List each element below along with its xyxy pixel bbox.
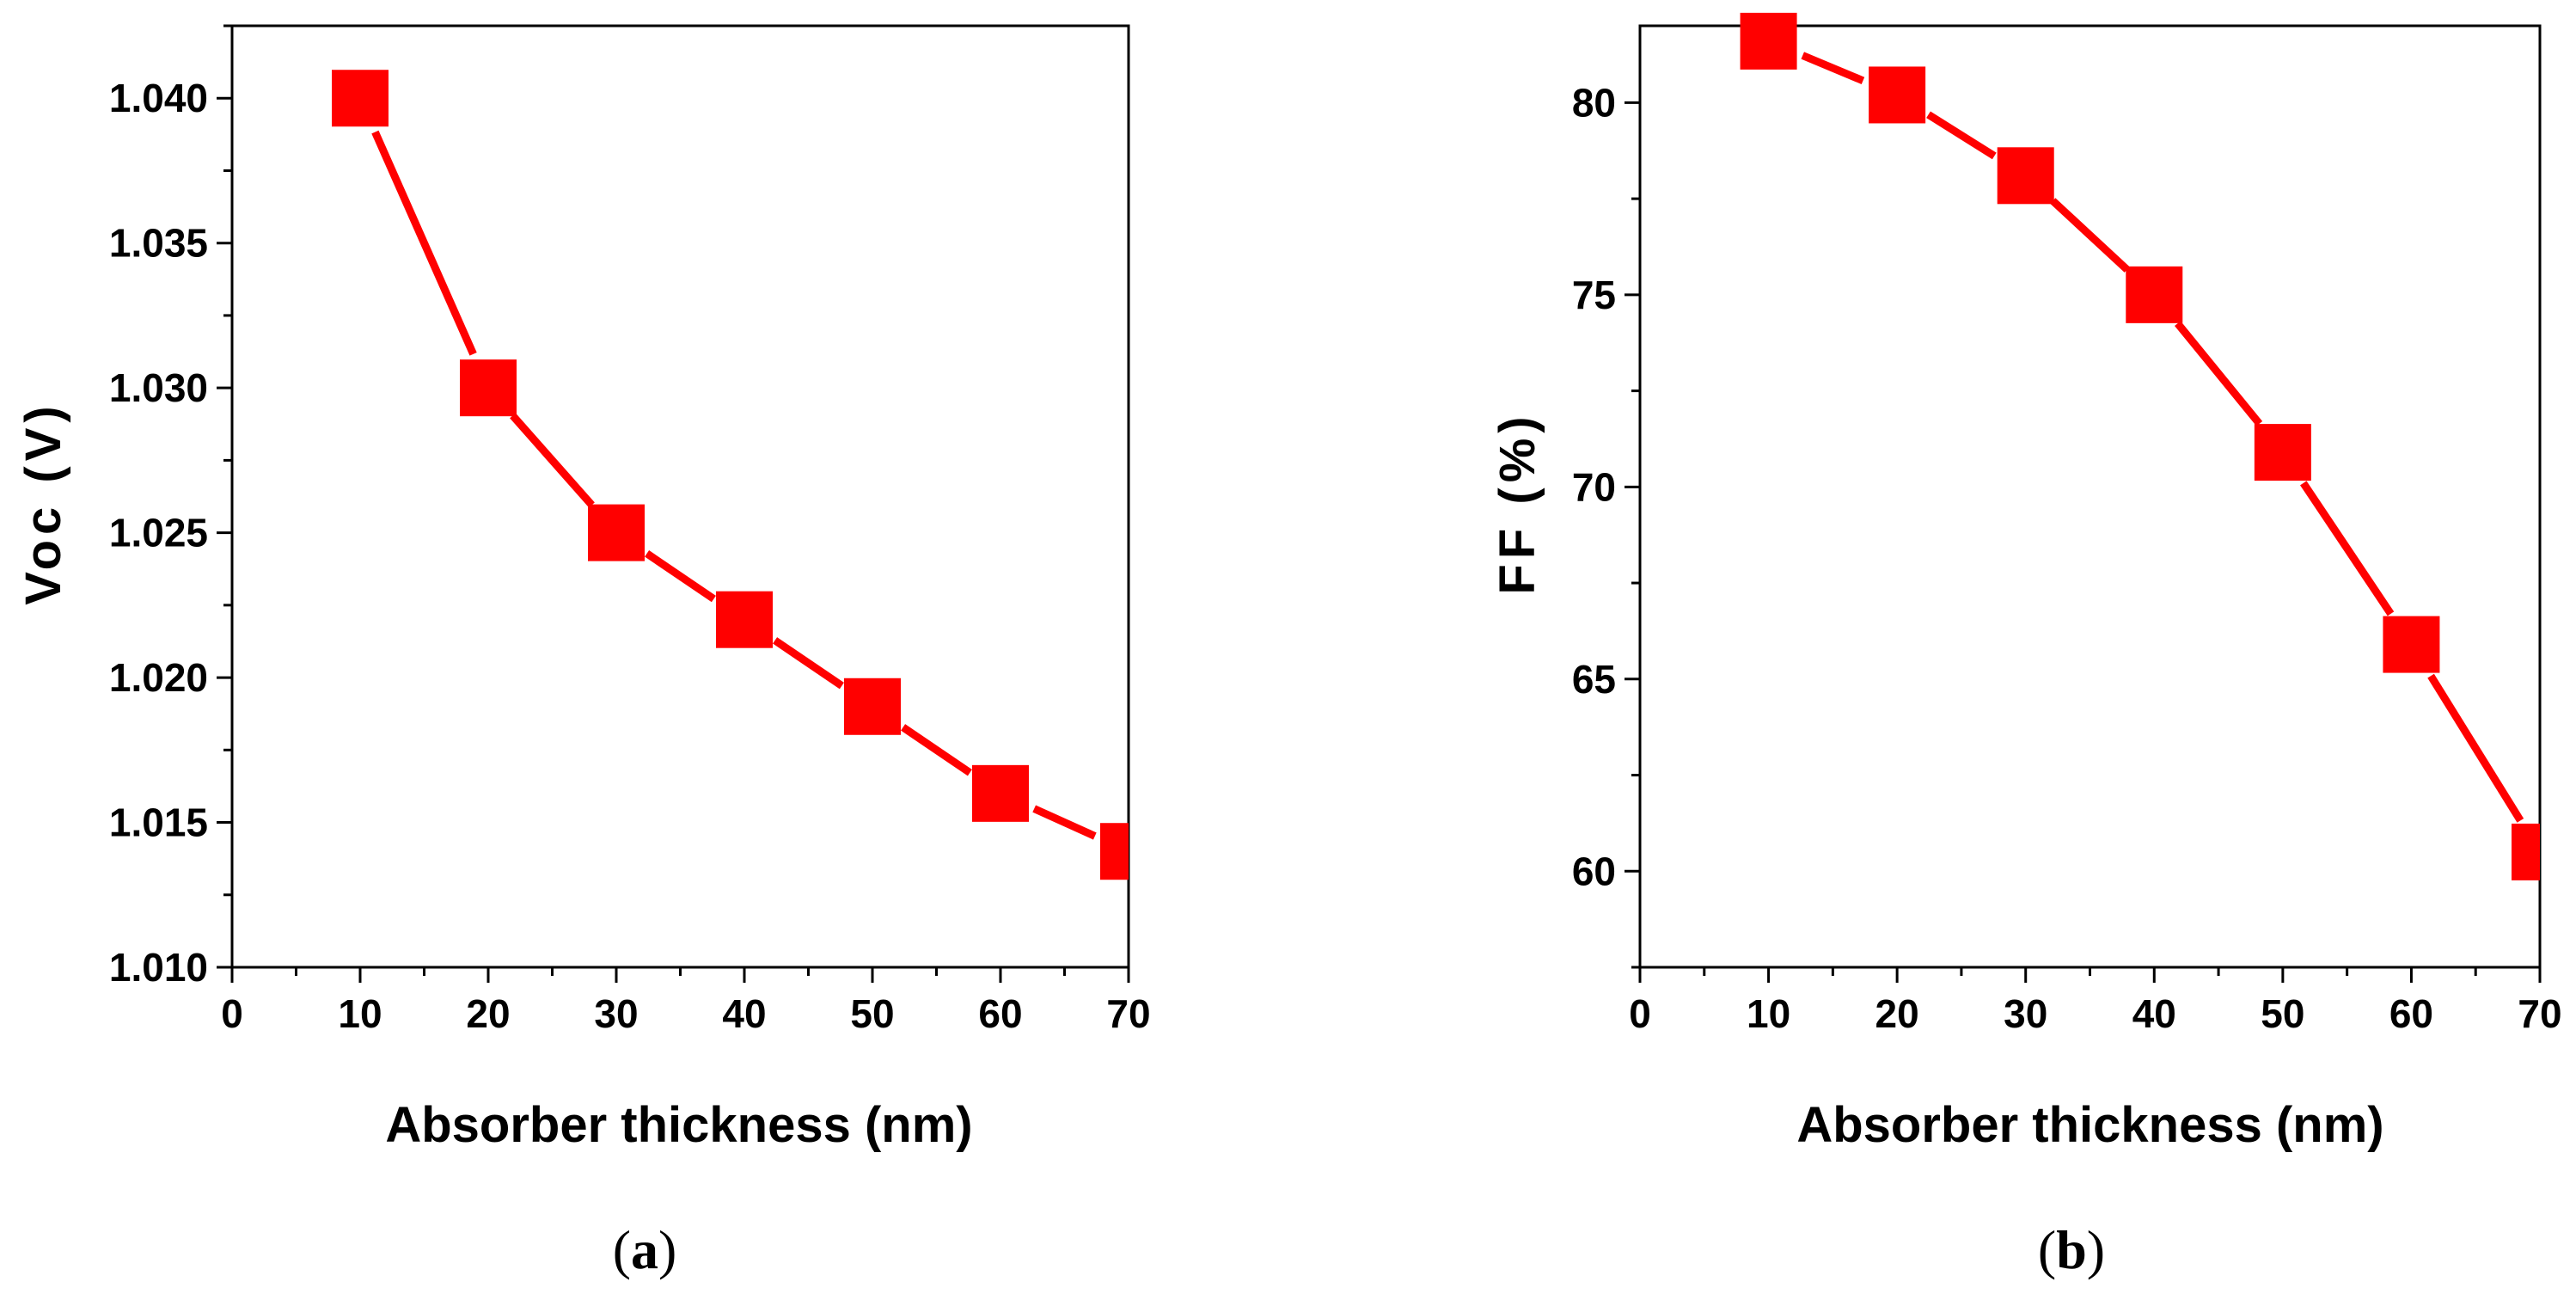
chart-panel-a: Voc (V) Absorber thickness (nm) 0 10 20 30 4… [15,24,1151,1280]
panel-a-y-tick-label: 1.010 [109,945,208,990]
panel-a-y-tick-label: 1.025 [109,511,208,555]
panel-b-x-tick-label: 70 [2518,991,2561,1036]
panel-a-x-tick-label: 20 [466,991,510,1036]
panel-b-series-line-segment [1926,111,1997,160]
panel-b-plot-frame [1638,24,2542,969]
panel-b-x-axis-title: Absorber thickness (nm) [1796,1097,2383,1153]
panel-b-plot-area: 0 10 20 30 40 50 60 70 60 65 70 75 80 [1572,12,2562,1036]
panel-a-data-point [972,764,1029,822]
panel-b-x-tick-label: 30 [2004,991,2047,1036]
panel-a-data-point [716,591,773,648]
panel-b-data-point [1869,66,1926,124]
panel-b-data-point [2126,266,2183,323]
panel-a-x-tick-label: 30 [594,991,638,1036]
panel-b-data-point [2383,616,2440,673]
panel-b-data-point [2254,424,2311,481]
panel-b-y-tick-label: 60 [1572,849,1616,893]
panel-b-x-tick-label: 60 [2389,991,2433,1036]
panel-b-caption: (b) [2038,1219,2105,1280]
panel-a-y-tick-label: 1.015 [109,800,208,845]
panel-b-series-line-segment [2427,673,2524,823]
panel-b-x-tick-label: 10 [1747,991,1790,1036]
panel-a-x-tick-label: 40 [722,991,766,1036]
panel-a-data-point [844,678,901,735]
panel-b-data-point [1997,147,2054,205]
panel-b-x-tick-label: 0 [1629,991,1651,1036]
panel-a-y-tick-label: 1.020 [109,655,208,700]
panel-a-x-tick-label: 10 [338,991,382,1036]
panel-b-data-point [2512,823,2540,880]
panel-a-x-tick-label: 60 [978,991,1022,1036]
panel-a-y-tick-label: 1.040 [109,76,208,120]
panel-b-series-line-segment [2174,321,2263,426]
panel-a-data-point [460,359,517,417]
panel-a-data-layer [332,70,1129,880]
panel-b-x-tick-label: 50 [2261,991,2304,1036]
panel-a-series-line-segment [773,637,844,690]
panel-a-y-tick-label: 1.030 [109,365,208,410]
panel-b-y-tick-label: 75 [1572,273,1616,317]
panel-a-x-tick-label: 50 [850,991,894,1036]
panel-b-y-tick-label: 70 [1572,464,1616,509]
panel-a-series-line-segment [645,550,716,603]
panel-a-series-line-segment [901,724,972,776]
panel-b-data-point [1740,12,1797,70]
panel-a-x-tick-label: 70 [1106,991,1150,1036]
panel-b-series-line-segment [1801,52,1865,85]
chart-panel-b: FF (%) Absorber thickness (nm) 0 10 20 30 40… [1490,12,2562,1280]
panel-a-plot-area: 0 10 20 30 40 50 60 70 1.010 1.015 1.020 1.025 1.030… [109,24,1151,1036]
panel-a-series-line-segment [510,413,595,508]
panel-b-x-tick-label: 20 [1875,991,1919,1036]
panel-a-x-tick-label: 0 [221,991,243,1036]
panel-b-y-axis-title: FF (%) [1490,411,1545,594]
panel-b-x-tick-label: 40 [2132,991,2176,1036]
panel-a-y-tick-label: 1.035 [109,221,208,266]
panel-a-data-point [332,70,389,127]
panel-a-caption: (a) [613,1219,677,1280]
panel-a-series-line-segment [1032,805,1097,840]
panel-a-data-point [1100,823,1129,880]
panel-a-x-axis-title: Absorber thickness (nm) [385,1097,972,1153]
panel-a-data-point [588,504,645,561]
panel-a-y-axis-title: Voc (V) [15,401,71,605]
panel-a-series-line-segment [371,130,477,356]
panel-b-data-layer [1740,12,2540,880]
panel-b-y-tick-label: 65 [1572,657,1616,702]
panel-b-series-line-segment [2300,481,2395,616]
panel-b-y-tick-label: 80 [1572,80,1616,125]
panel-b-series-line-segment [2050,198,2130,273]
panel-a-plot-frame [230,24,1130,969]
